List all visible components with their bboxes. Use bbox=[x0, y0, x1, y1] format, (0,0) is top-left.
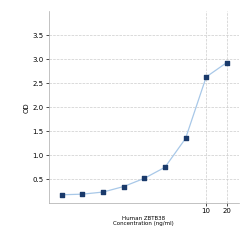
Point bbox=[60, 193, 64, 197]
Point bbox=[184, 136, 188, 140]
Point bbox=[225, 60, 229, 64]
Point bbox=[101, 190, 105, 194]
X-axis label: Human ZBTB38
Concentration (ng/ml): Human ZBTB38 Concentration (ng/ml) bbox=[113, 216, 174, 226]
Y-axis label: OD: OD bbox=[24, 102, 30, 113]
Point bbox=[122, 184, 126, 188]
Point bbox=[142, 176, 146, 180]
Point bbox=[204, 75, 208, 79]
Point bbox=[80, 192, 84, 196]
Point bbox=[163, 165, 167, 169]
